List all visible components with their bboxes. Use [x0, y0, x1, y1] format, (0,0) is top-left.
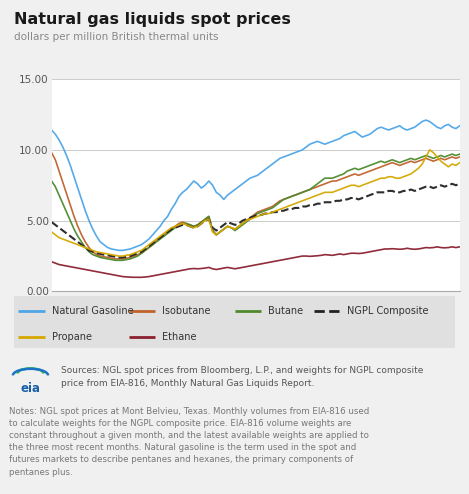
Text: eia: eia	[21, 382, 40, 395]
Text: Propane: Propane	[52, 332, 91, 342]
Text: Butane: Butane	[267, 306, 303, 316]
Text: Sources: NGL spot prices from Bloomberg, L.P., and weights for NGPL composite
pr: Sources: NGL spot prices from Bloomberg,…	[61, 366, 424, 388]
Text: NGPL Composite: NGPL Composite	[347, 306, 428, 316]
Text: Ethane: Ethane	[162, 332, 196, 342]
Text: Notes: NGL spot prices at Mont Belvieu, Texas. Monthly volumes from EIA-816 used: Notes: NGL spot prices at Mont Belvieu, …	[9, 407, 370, 477]
Text: Natural Gasoline: Natural Gasoline	[52, 306, 133, 316]
Text: Natural gas liquids spot prices: Natural gas liquids spot prices	[14, 12, 291, 27]
Text: dollars per million British thermal units: dollars per million British thermal unit…	[14, 32, 219, 42]
Text: Isobutane: Isobutane	[162, 306, 210, 316]
